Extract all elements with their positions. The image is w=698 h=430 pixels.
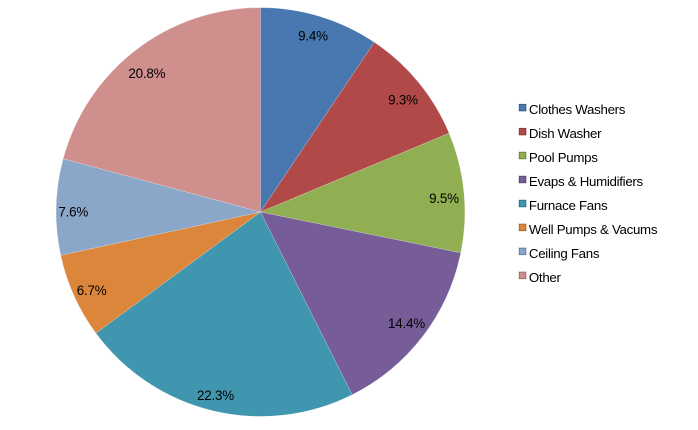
svg-text:Clothes Washers: Clothes Washers	[529, 102, 626, 117]
svg-text:Other: Other	[529, 270, 562, 285]
svg-text:Ceiling Fans: Ceiling Fans	[529, 246, 600, 261]
svg-text:20.8%: 20.8%	[128, 66, 165, 81]
svg-text:14.4%: 14.4%	[388, 316, 425, 331]
svg-text:9.4%: 9.4%	[298, 28, 328, 43]
svg-text:Dish Washer: Dish Washer	[529, 126, 602, 141]
svg-text:Evaps & Humidifiers: Evaps & Humidifiers	[529, 174, 644, 189]
svg-text:Well Pumps & Vacums: Well Pumps & Vacums	[529, 222, 658, 237]
svg-text:9.3%: 9.3%	[388, 92, 418, 107]
svg-text:Furnace Fans: Furnace Fans	[529, 198, 608, 213]
svg-text:6.7%: 6.7%	[77, 283, 107, 298]
svg-text:9.5%: 9.5%	[429, 191, 459, 206]
svg-text:22.3%: 22.3%	[197, 388, 234, 403]
svg-text:7.6%: 7.6%	[58, 204, 88, 219]
svg-text:Pool Pumps: Pool Pumps	[529, 150, 598, 165]
